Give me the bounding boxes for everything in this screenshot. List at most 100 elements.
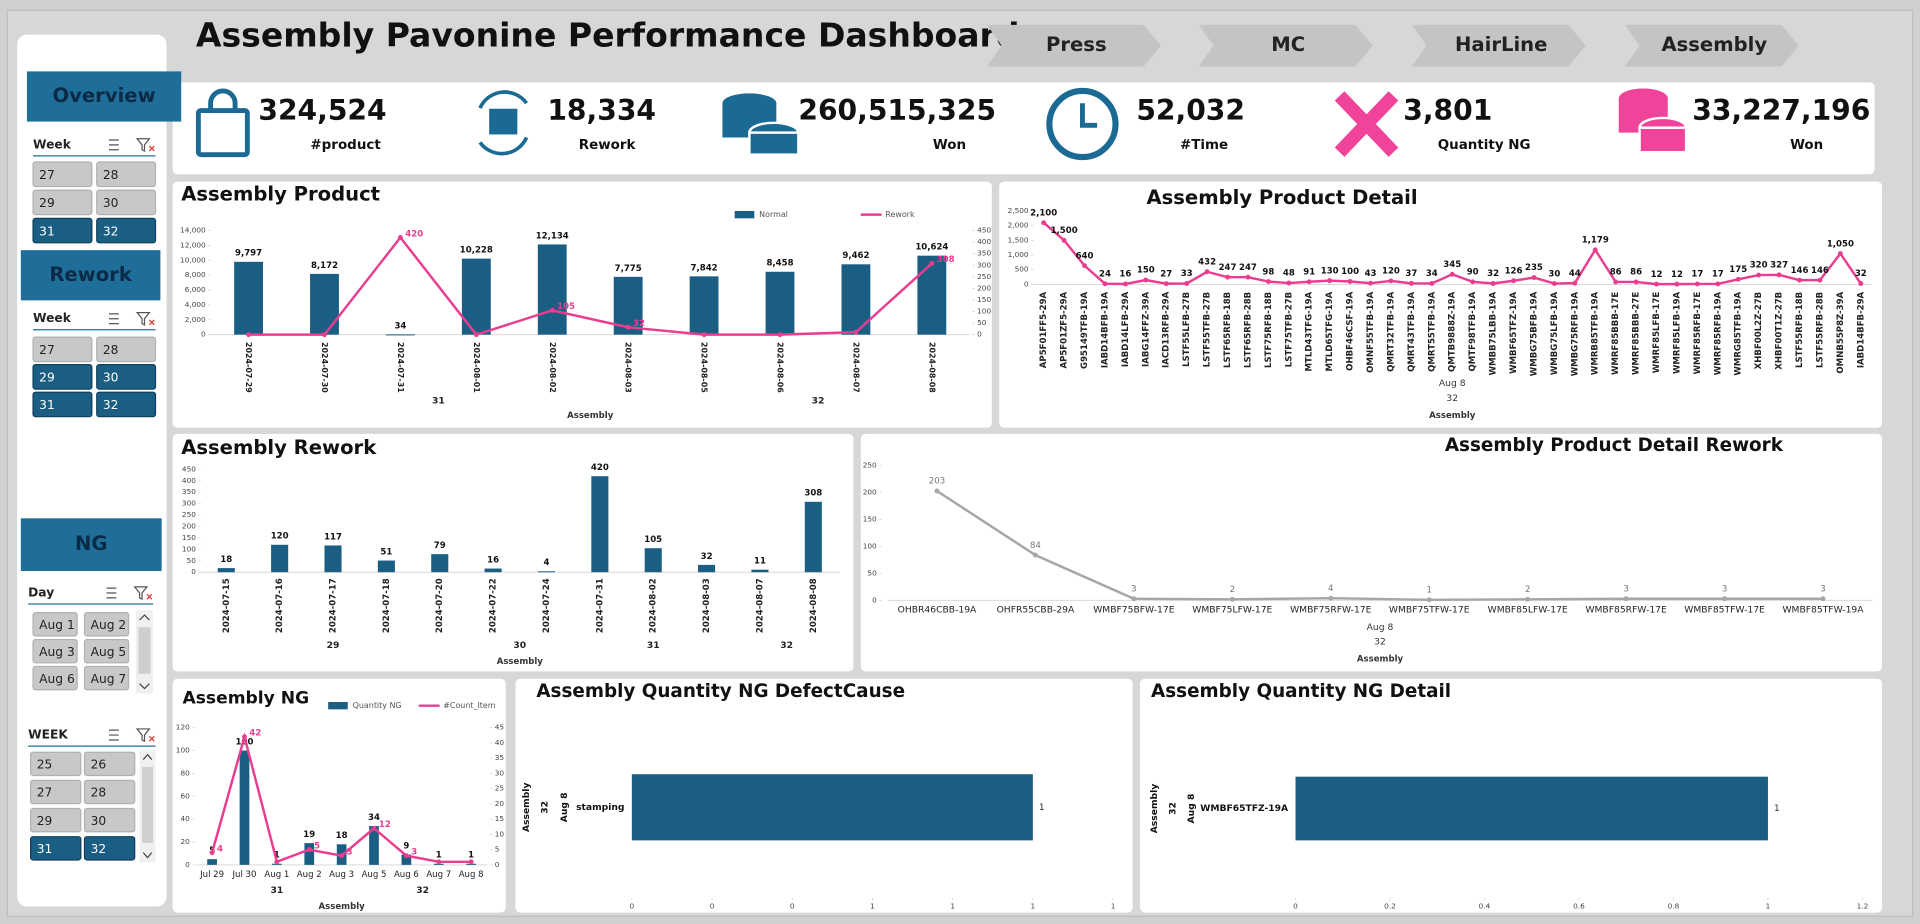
- slicer-item-label[interactable]: 31: [39, 224, 55, 238]
- nav-label[interactable]: Press: [1046, 33, 1107, 56]
- data-label: 30: [1548, 269, 1560, 279]
- slicer-item-label[interactable]: 29: [39, 196, 55, 210]
- scroll-thumb[interactable]: [142, 766, 154, 843]
- y-tick-label: 250: [863, 461, 877, 470]
- nav-tab[interactable]: [1198, 24, 1373, 67]
- chart-title: Assembly Quantity NG Detail: [1151, 681, 1451, 702]
- x-tick-label: 2024-07-20: [435, 578, 445, 633]
- slicer-item-label[interactable]: 25: [37, 758, 53, 772]
- slicer-item-label[interactable]: Aug 6: [39, 672, 75, 686]
- data-label: 8,172: [311, 261, 338, 271]
- scroll-arrows[interactable]: [139, 614, 150, 690]
- slicer-item[interactable]: [96, 336, 157, 363]
- marker: [322, 332, 327, 338]
- x-tick-label: WMRB85TFB-19A: [1591, 291, 1601, 375]
- clear-filter-icon[interactable]: [135, 312, 151, 326]
- clear-filter-icon[interactable]: [135, 728, 151, 743]
- x-tick-label: OHBF46CSF-19A: [1346, 291, 1356, 370]
- slicer-item-label[interactable]: 31: [39, 398, 55, 412]
- x-tick-label: WMBG75BFB-19A: [1529, 291, 1539, 376]
- slicer-item-label[interactable]: 27: [39, 168, 55, 182]
- nav-label[interactable]: Assembly: [1661, 33, 1767, 56]
- y-tick-label: 4,000: [185, 300, 206, 309]
- slicer-item[interactable]: [83, 836, 136, 861]
- slicer-item[interactable]: [32, 364, 93, 390]
- scroll-thumb[interactable]: [138, 627, 151, 674]
- slicer-field: Week: [33, 311, 72, 325]
- slicer-item[interactable]: [83, 638, 130, 664]
- nav-label[interactable]: HairLine: [1455, 33, 1547, 56]
- slicer-item-label[interactable]: 26: [91, 758, 107, 772]
- slicer-item-label[interactable]: 30: [103, 371, 119, 385]
- marker: [1776, 272, 1782, 278]
- data-label: 420: [405, 229, 423, 239]
- nav-tab[interactable]: [1624, 24, 1799, 67]
- slicer-item-label[interactable]: 32: [103, 224, 119, 238]
- clear-filter-icon[interactable]: [135, 138, 151, 152]
- multi-select-icon[interactable]: [106, 587, 117, 599]
- slicer-item-label[interactable]: Aug 5: [91, 645, 127, 659]
- slicer-item[interactable]: [96, 161, 157, 188]
- clear-filter-icon[interactable]: [133, 586, 149, 601]
- slicer-item-label[interactable]: 27: [39, 343, 55, 357]
- slicer-item-label[interactable]: Aug 7: [91, 672, 127, 686]
- nav-label[interactable]: MC: [1271, 33, 1305, 56]
- multi-select-icon[interactable]: [108, 729, 119, 741]
- slicer-item[interactable]: [30, 807, 82, 833]
- slicer-item[interactable]: [83, 807, 136, 833]
- x-tick-label: 0.6: [1573, 901, 1585, 910]
- slicer-item-label[interactable]: 32: [103, 398, 119, 412]
- slicer-item-label[interactable]: Aug 2: [91, 618, 127, 632]
- marker: [473, 332, 479, 338]
- slicer-item-label[interactable]: 28: [103, 343, 119, 357]
- bar: [385, 334, 415, 336]
- slicer-item-label[interactable]: 29: [39, 371, 55, 385]
- slicer-item[interactable]: [32, 336, 93, 363]
- slicer-item-label[interactable]: 32: [91, 842, 107, 856]
- slicer-item[interactable]: [96, 217, 157, 244]
- slicer-item-label[interactable]: 28: [103, 168, 119, 182]
- x-tick-label: 0: [790, 901, 795, 910]
- data-label: 117: [324, 532, 342, 542]
- slicer-item[interactable]: [32, 612, 78, 637]
- x-tick-label: 1: [1031, 901, 1036, 910]
- slicer-item[interactable]: [96, 364, 157, 390]
- slicer-item-label[interactable]: Aug 1: [39, 618, 75, 632]
- slicer-item[interactable]: [30, 836, 82, 861]
- slicer-item[interactable]: [96, 391, 157, 418]
- slicer-item[interactable]: [30, 779, 82, 805]
- slicer-item[interactable]: [96, 189, 157, 216]
- slicer-item[interactable]: [83, 665, 130, 691]
- slicer-item[interactable]: [32, 665, 78, 691]
- multi-select-icon[interactable]: [108, 313, 119, 325]
- slicer-item[interactable]: [30, 751, 82, 777]
- slicer-item[interactable]: [32, 161, 93, 188]
- slicer-item-label[interactable]: 28: [91, 786, 107, 800]
- slicer-item[interactable]: [83, 612, 130, 637]
- slicer-item-label[interactable]: 30: [91, 814, 107, 828]
- slicer-item[interactable]: [32, 189, 93, 216]
- slicer-item-label[interactable]: 27: [37, 786, 53, 800]
- y-tick-label: 0: [495, 860, 500, 869]
- slicer-item[interactable]: [32, 391, 93, 418]
- slicer-item[interactable]: [83, 751, 136, 777]
- x-tick-label: 2024-08-08: [809, 578, 819, 633]
- slicer-item-label[interactable]: Aug 3: [39, 645, 75, 659]
- nav-tab[interactable]: [986, 24, 1161, 67]
- slicer-item[interactable]: [32, 217, 93, 244]
- marker: [1525, 596, 1531, 602]
- slicer-item[interactable]: [32, 638, 78, 664]
- slicer-item-label[interactable]: 30: [103, 196, 119, 210]
- scroll-arrows[interactable]: [142, 753, 153, 859]
- multi-select-icon[interactable]: [108, 139, 119, 151]
- data-label: 98: [1262, 267, 1274, 277]
- slicer-item-label[interactable]: 29: [37, 814, 53, 828]
- slicer-item-label[interactable]: 31: [37, 842, 53, 856]
- x-tick-label: OMNF55TFB-19A: [1366, 291, 1376, 372]
- nav-tab[interactable]: [1411, 24, 1586, 67]
- data-label: 2: [1525, 585, 1530, 595]
- slicer-item[interactable]: [83, 779, 136, 805]
- data-label: 1: [1039, 803, 1044, 813]
- y-tick-label: 12,000: [180, 240, 206, 249]
